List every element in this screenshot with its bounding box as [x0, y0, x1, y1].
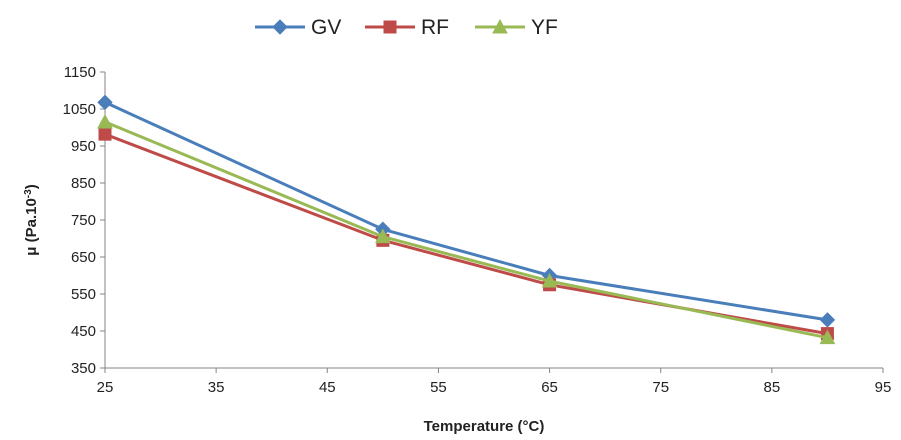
- x-tick-label: 85: [764, 379, 781, 396]
- data-point-yf: [819, 329, 836, 345]
- x-tick-label: 55: [430, 379, 447, 396]
- legend-label-yf: YF: [531, 16, 558, 39]
- x-tick-label: 35: [208, 379, 225, 396]
- series-line-gv: [104, 100, 828, 322]
- legend-item-rf: RF: [365, 16, 449, 39]
- x-tick-label: 45: [319, 379, 336, 396]
- y-tick-label: 850: [71, 175, 96, 192]
- legend-marker-gv: [272, 19, 288, 35]
- legend-item-yf: YF: [475, 16, 558, 39]
- x-tick-label: 65: [541, 379, 558, 396]
- y-axis-title-base: μ (Pa.10: [23, 198, 40, 256]
- y-tick-label: 450: [71, 323, 96, 340]
- y-tick-label: 1050: [63, 101, 96, 118]
- x-tick-label: 25: [97, 379, 114, 396]
- series-layer: [97, 94, 836, 345]
- y-tick-label: 750: [71, 212, 96, 229]
- data-point-yf: [97, 113, 113, 129]
- data-point-yf: [375, 228, 391, 244]
- y-tick-label: 1150: [64, 64, 96, 81]
- x-tick-label: 95: [875, 379, 892, 396]
- legend: GV RF YF: [255, 16, 558, 39]
- data-point-yf: [541, 272, 558, 288]
- data-point-gv: [97, 94, 113, 111]
- legend-label-rf: RF: [421, 16, 449, 39]
- x-axis-title: Temperature (°C): [424, 418, 545, 435]
- series-line-yf: [104, 120, 828, 340]
- y-tick-label: 550: [71, 286, 96, 303]
- data-point-gv: [819, 312, 836, 328]
- y-tick-label: 650: [71, 249, 96, 266]
- legend-label-gv: GV: [311, 16, 341, 39]
- y-axis-title-superscript: -3: [23, 189, 34, 198]
- legend-item-gv: GV: [255, 16, 341, 39]
- y-tick-label: 350: [71, 360, 96, 377]
- legend-marker-rf: [383, 20, 397, 34]
- y-axis-title-close: ): [23, 184, 40, 189]
- x-tick-label: 75: [652, 379, 669, 396]
- y-axis-title: μ (Pa.10-3): [23, 184, 41, 255]
- data-point-rf: [98, 127, 112, 141]
- legend-marker-yf: [492, 18, 508, 34]
- y-tick-label: 950: [71, 138, 96, 155]
- axes: 350 450 550 650 750 850 950 1050 1150 25 35 45 55 65 7…: [63, 64, 892, 396]
